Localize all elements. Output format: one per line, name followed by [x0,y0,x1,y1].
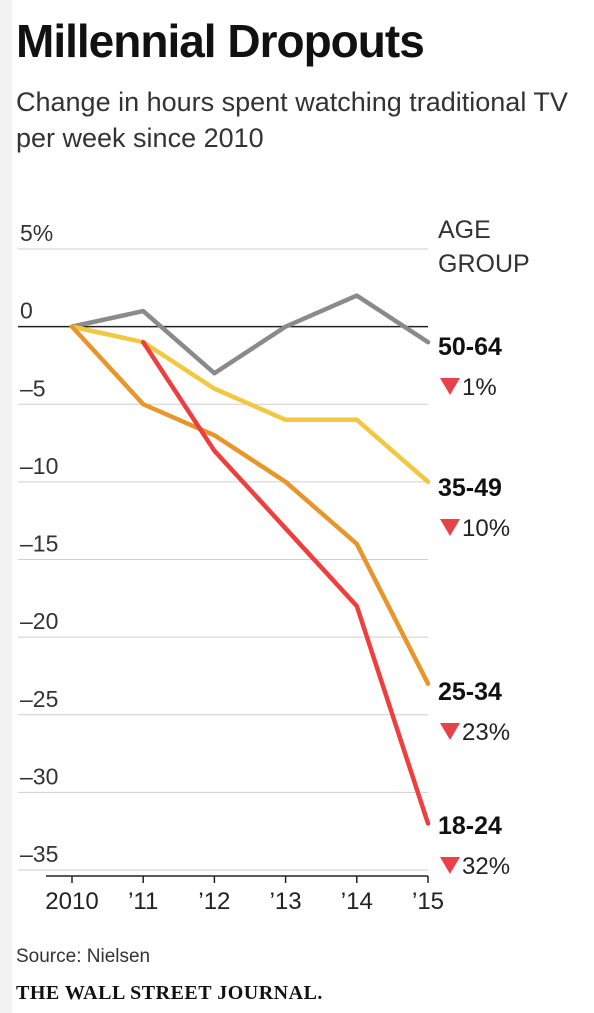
page-edge-strip [0,0,12,1013]
source-note: Source: Nielsen [16,946,151,967]
y-tick-label: –5 [20,375,46,401]
x-tick-label: 2010 [45,888,98,915]
line-chart: 5% 0 –5 –10 –15 –20 –25 –30 –35 2010 ’11 ’12 ’13 ’14… [18,216,530,915]
series-lines [69,293,431,826]
gridlines [18,248,428,871]
chart-subtitle: Change in hours spent watching tradition… [16,87,568,153]
y-tick-label: –20 [20,608,58,634]
down-arrow-icon [440,378,460,395]
x-tick-label: ’12 [198,888,230,915]
publisher-logo: THE WALL STREET JOURNAL. [16,982,323,1004]
series-change-25-34: 23% [462,719,510,746]
series-change-35-49: 10% [462,515,510,542]
y-tick-label: 5% [20,220,53,246]
series-label-25-34: 25-34 [438,678,502,706]
legend-title-line-2: GROUP [438,250,530,278]
x-tick-label: ’15 [412,888,444,915]
x-tick-label: ’11 [128,888,158,915]
series-label-35-49: 35-49 [438,474,502,502]
y-tick-label: –25 [20,686,58,712]
x-axis: 2010 ’11 ’12 ’13 ’14 ’15 [45,875,444,915]
y-tick-label: –15 [20,531,58,557]
series-label-50-64: 50-64 [438,333,502,361]
x-tick-label: ’13 [270,888,302,915]
y-tick-label: 0 [20,298,33,324]
series-change-18-24: 32% [462,853,510,880]
series-line-18-24 [140,339,431,826]
down-arrow-icon [440,857,460,874]
chart-title: Millennial Dropouts [16,15,425,67]
y-tick-label: –30 [20,763,58,789]
down-arrow-icon [440,723,460,740]
y-axis-tick-labels: 5% 0 –5 –10 –15 –20 –25 –30 –35 [20,220,58,867]
series-line-50-64 [69,293,431,376]
series-line-35-49 [69,324,431,485]
series-label-18-24: 18-24 [438,812,502,840]
legend: AGE GROUP 50-64 1% 35-49 10% 25-34 23% 18-24 32… [438,216,530,880]
y-tick-label: –35 [20,841,58,867]
series-change-50-64: 1% [462,374,497,401]
down-arrow-icon [440,519,460,536]
x-tick-label: ’14 [341,888,373,915]
legend-title-line-1: AGE [438,216,491,244]
y-tick-label: –10 [20,453,58,479]
series-line-25-34 [69,324,431,686]
